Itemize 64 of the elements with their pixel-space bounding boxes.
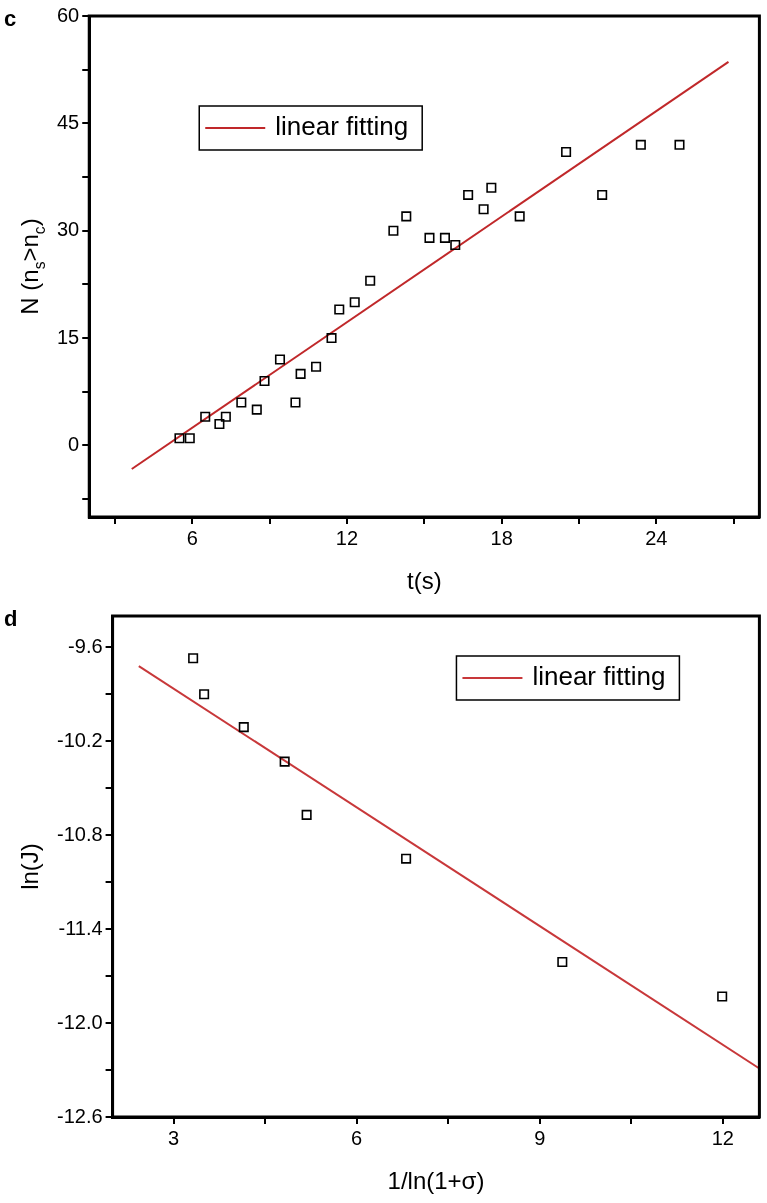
text: d <box>4 606 18 631</box>
x-tick-label: 18 <box>490 526 513 549</box>
point <box>295 368 306 379</box>
point <box>450 239 461 251</box>
y-tick-label: 60 <box>57 3 80 26</box>
x-tick-label: 12 <box>335 526 359 549</box>
point <box>424 232 435 243</box>
point <box>717 991 728 1002</box>
point <box>184 433 195 444</box>
y-tick-label: -10.2 <box>56 728 103 751</box>
point <box>214 418 225 429</box>
point <box>674 139 685 150</box>
x-tick-label: 6 <box>186 526 198 549</box>
point <box>200 411 211 422</box>
point <box>401 211 412 222</box>
legend-label: linear fitting <box>532 661 666 692</box>
y-axis-title: N (ns>nc) <box>16 218 49 315</box>
y-tick-label: -11.4 <box>58 916 103 939</box>
y-tick-label: 15 <box>57 325 80 348</box>
point <box>514 211 525 222</box>
x-tick-label: 24 <box>645 526 668 549</box>
x-axis-title: t(s) <box>407 567 442 594</box>
point <box>597 189 608 200</box>
point <box>334 304 345 315</box>
point <box>463 189 474 200</box>
y-tick-label: -9.6 <box>68 634 103 657</box>
x-axis-title: 1/ln(1+σ) <box>387 1167 485 1194</box>
point <box>279 756 290 767</box>
legend-label: linear fitting <box>275 111 409 142</box>
y-tick-label: -12.6 <box>56 1104 103 1127</box>
x-tick-label: 12 <box>711 1126 734 1149</box>
x-tick-label: 3 <box>168 1126 180 1149</box>
point <box>388 225 399 236</box>
text: c <box>4 6 17 31</box>
point <box>259 375 270 387</box>
y-tick-label: 45 <box>57 110 80 133</box>
point <box>220 411 231 422</box>
point <box>561 146 572 158</box>
point <box>199 689 210 700</box>
point <box>188 653 199 664</box>
point <box>326 333 337 344</box>
point <box>251 404 262 415</box>
point <box>478 204 489 215</box>
x-tick-label: 9 <box>534 1126 546 1149</box>
y-tick-label: -12.0 <box>56 1010 103 1033</box>
point <box>311 361 322 372</box>
point <box>174 433 185 444</box>
point <box>439 232 450 243</box>
point <box>635 139 646 150</box>
y-tick-label: 30 <box>57 218 80 241</box>
point <box>236 397 247 408</box>
point <box>274 354 286 365</box>
point <box>486 182 497 193</box>
x-tick-label: 6 <box>351 1126 363 1149</box>
point <box>349 297 360 308</box>
point <box>301 809 312 820</box>
y-tick-label: 0 <box>68 432 80 455</box>
point <box>401 853 412 864</box>
point <box>238 722 249 733</box>
point <box>365 275 376 286</box>
y-tick-label: -10.8 <box>56 822 103 845</box>
point <box>290 397 301 408</box>
y-axis-title: ln(J) <box>16 843 43 890</box>
point <box>557 956 568 968</box>
